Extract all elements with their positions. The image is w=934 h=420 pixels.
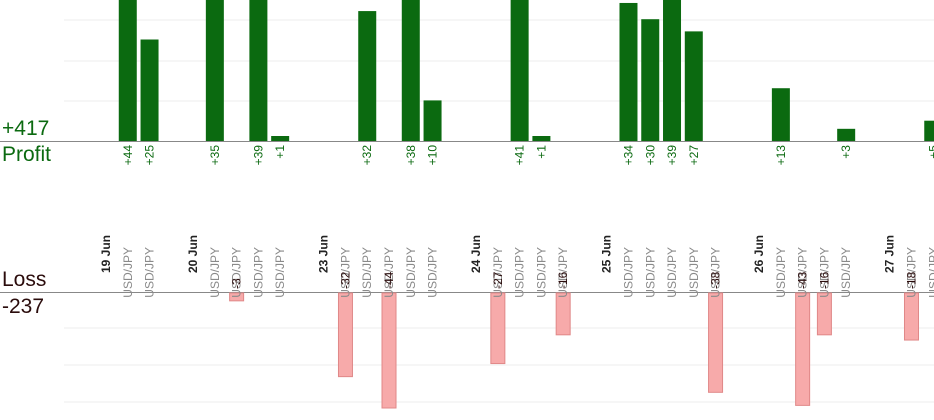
profit-bar xyxy=(641,19,660,142)
loss-bar xyxy=(708,292,724,393)
loss-bar xyxy=(381,292,397,409)
profit-total: +417 xyxy=(2,117,50,140)
profit-bar xyxy=(924,120,934,141)
loss-bar xyxy=(229,292,245,302)
pair-label: USD/JPY xyxy=(208,247,222,298)
profit-bars xyxy=(118,0,934,142)
profit-bar xyxy=(118,0,137,141)
profit-bar xyxy=(663,0,682,141)
pair-label: USD/JPY xyxy=(143,247,157,298)
profit-value-label: +39 xyxy=(665,145,679,166)
loss-value-label: -18 xyxy=(904,271,918,289)
loss-value-label: -32 xyxy=(338,271,352,289)
loss-bar xyxy=(816,292,832,336)
profit-value-label: +39 xyxy=(251,145,265,166)
pair-label: USD/JPY xyxy=(926,247,934,298)
pair-label: USD/JPY xyxy=(665,247,679,298)
loss-value-label: -27 xyxy=(491,271,505,289)
profit-bar xyxy=(271,136,290,141)
date-label: 26 Jun xyxy=(752,235,766,273)
profit-value-label: +5 xyxy=(926,145,934,159)
pair-label: USD/JPY xyxy=(839,247,853,298)
profit-value-label: +1 xyxy=(273,145,287,159)
loss-total: -237 xyxy=(2,295,45,318)
profit-value-label: +13 xyxy=(774,145,788,166)
profit-bar xyxy=(771,88,790,141)
profit-bar xyxy=(532,136,551,141)
profit-value-label: +1 xyxy=(534,145,548,159)
profit-value-label: +41 xyxy=(513,145,527,166)
pair-label: USD/JPY xyxy=(338,247,352,298)
profit-value-label: +10 xyxy=(426,145,440,166)
gridlines xyxy=(0,19,934,403)
pair-label: USD/JPY xyxy=(621,247,635,298)
date-label: 19 Jun xyxy=(99,235,113,273)
loss-value-label: -3 xyxy=(230,278,244,289)
date-label: 23 Jun xyxy=(317,235,331,273)
profit-value-label: +32 xyxy=(360,145,374,166)
pair-label: USD/JPY xyxy=(534,247,548,298)
profit-value-label: +35 xyxy=(208,145,222,166)
pair-label: USD/JPY xyxy=(687,247,701,298)
pair-label: USD/JPY xyxy=(556,247,570,298)
pair-label: USD/JPY xyxy=(230,247,244,298)
date-label: 25 Jun xyxy=(600,235,614,273)
pair-label: USD/JPY xyxy=(273,247,287,298)
pair-label: USD/JPY xyxy=(796,247,810,298)
profit-value-label: +38 xyxy=(404,145,418,166)
profit-value-label: +25 xyxy=(143,145,157,166)
loss-bars xyxy=(229,292,919,409)
loss-value-label: -16 xyxy=(817,271,831,289)
date-label: 24 Jun xyxy=(469,235,483,273)
pair-label: USD/JPY xyxy=(404,247,418,298)
profit-label: Profit xyxy=(2,143,52,166)
pair-label: USD/JPY xyxy=(774,247,788,298)
pair-label: USD/JPY xyxy=(121,247,135,298)
date-label: 27 Jun xyxy=(883,235,897,273)
loss-bar xyxy=(903,292,919,341)
profit-bar xyxy=(140,39,159,141)
profit-bar xyxy=(423,100,442,141)
pair-label: USD/JPY xyxy=(491,247,505,298)
loss-bar xyxy=(795,292,811,406)
date-label: 20 Jun xyxy=(186,235,200,273)
profit-value-label: +3 xyxy=(839,145,853,159)
pair-label: USD/JPY xyxy=(817,247,831,298)
loss-value-label: -43 xyxy=(796,271,810,289)
loss-bar xyxy=(337,292,353,378)
profit-bar xyxy=(249,0,268,141)
profit-value-label: +44 xyxy=(121,145,135,166)
loss-value-label: -44 xyxy=(382,271,396,289)
profit-bar xyxy=(401,0,420,141)
profit-bar xyxy=(358,11,377,141)
profit-bar xyxy=(837,128,856,141)
loss-bar xyxy=(490,292,506,365)
pair-label: USD/JPY xyxy=(709,247,723,298)
profit-value-label: +27 xyxy=(687,145,701,166)
pair-label: USD/JPY xyxy=(513,247,527,298)
pair-label: USD/JPY xyxy=(426,247,440,298)
pair-label: USD/JPY xyxy=(904,247,918,298)
profit-bar xyxy=(684,31,703,142)
axis-labels: 19 Jun USD/JPY +44 USD/JPY +25 20 Jun USD/JPY +… xyxy=(99,145,934,298)
pair-label: USD/JPY xyxy=(382,247,396,298)
profit-value-label: +34 xyxy=(621,145,635,166)
pair-label: USD/JPY xyxy=(643,247,657,298)
loss-value-label: -16 xyxy=(556,271,570,289)
loss-label: Loss xyxy=(2,268,47,291)
profit-bar xyxy=(619,2,638,141)
loss-bar xyxy=(555,292,571,336)
pair-label: USD/JPY xyxy=(360,247,374,298)
pair-label: USD/JPY xyxy=(251,247,265,298)
profit-bar xyxy=(510,0,529,141)
loss-value-label: -38 xyxy=(709,271,723,289)
profit-value-label: +30 xyxy=(643,145,657,166)
profit-bar xyxy=(205,0,224,141)
